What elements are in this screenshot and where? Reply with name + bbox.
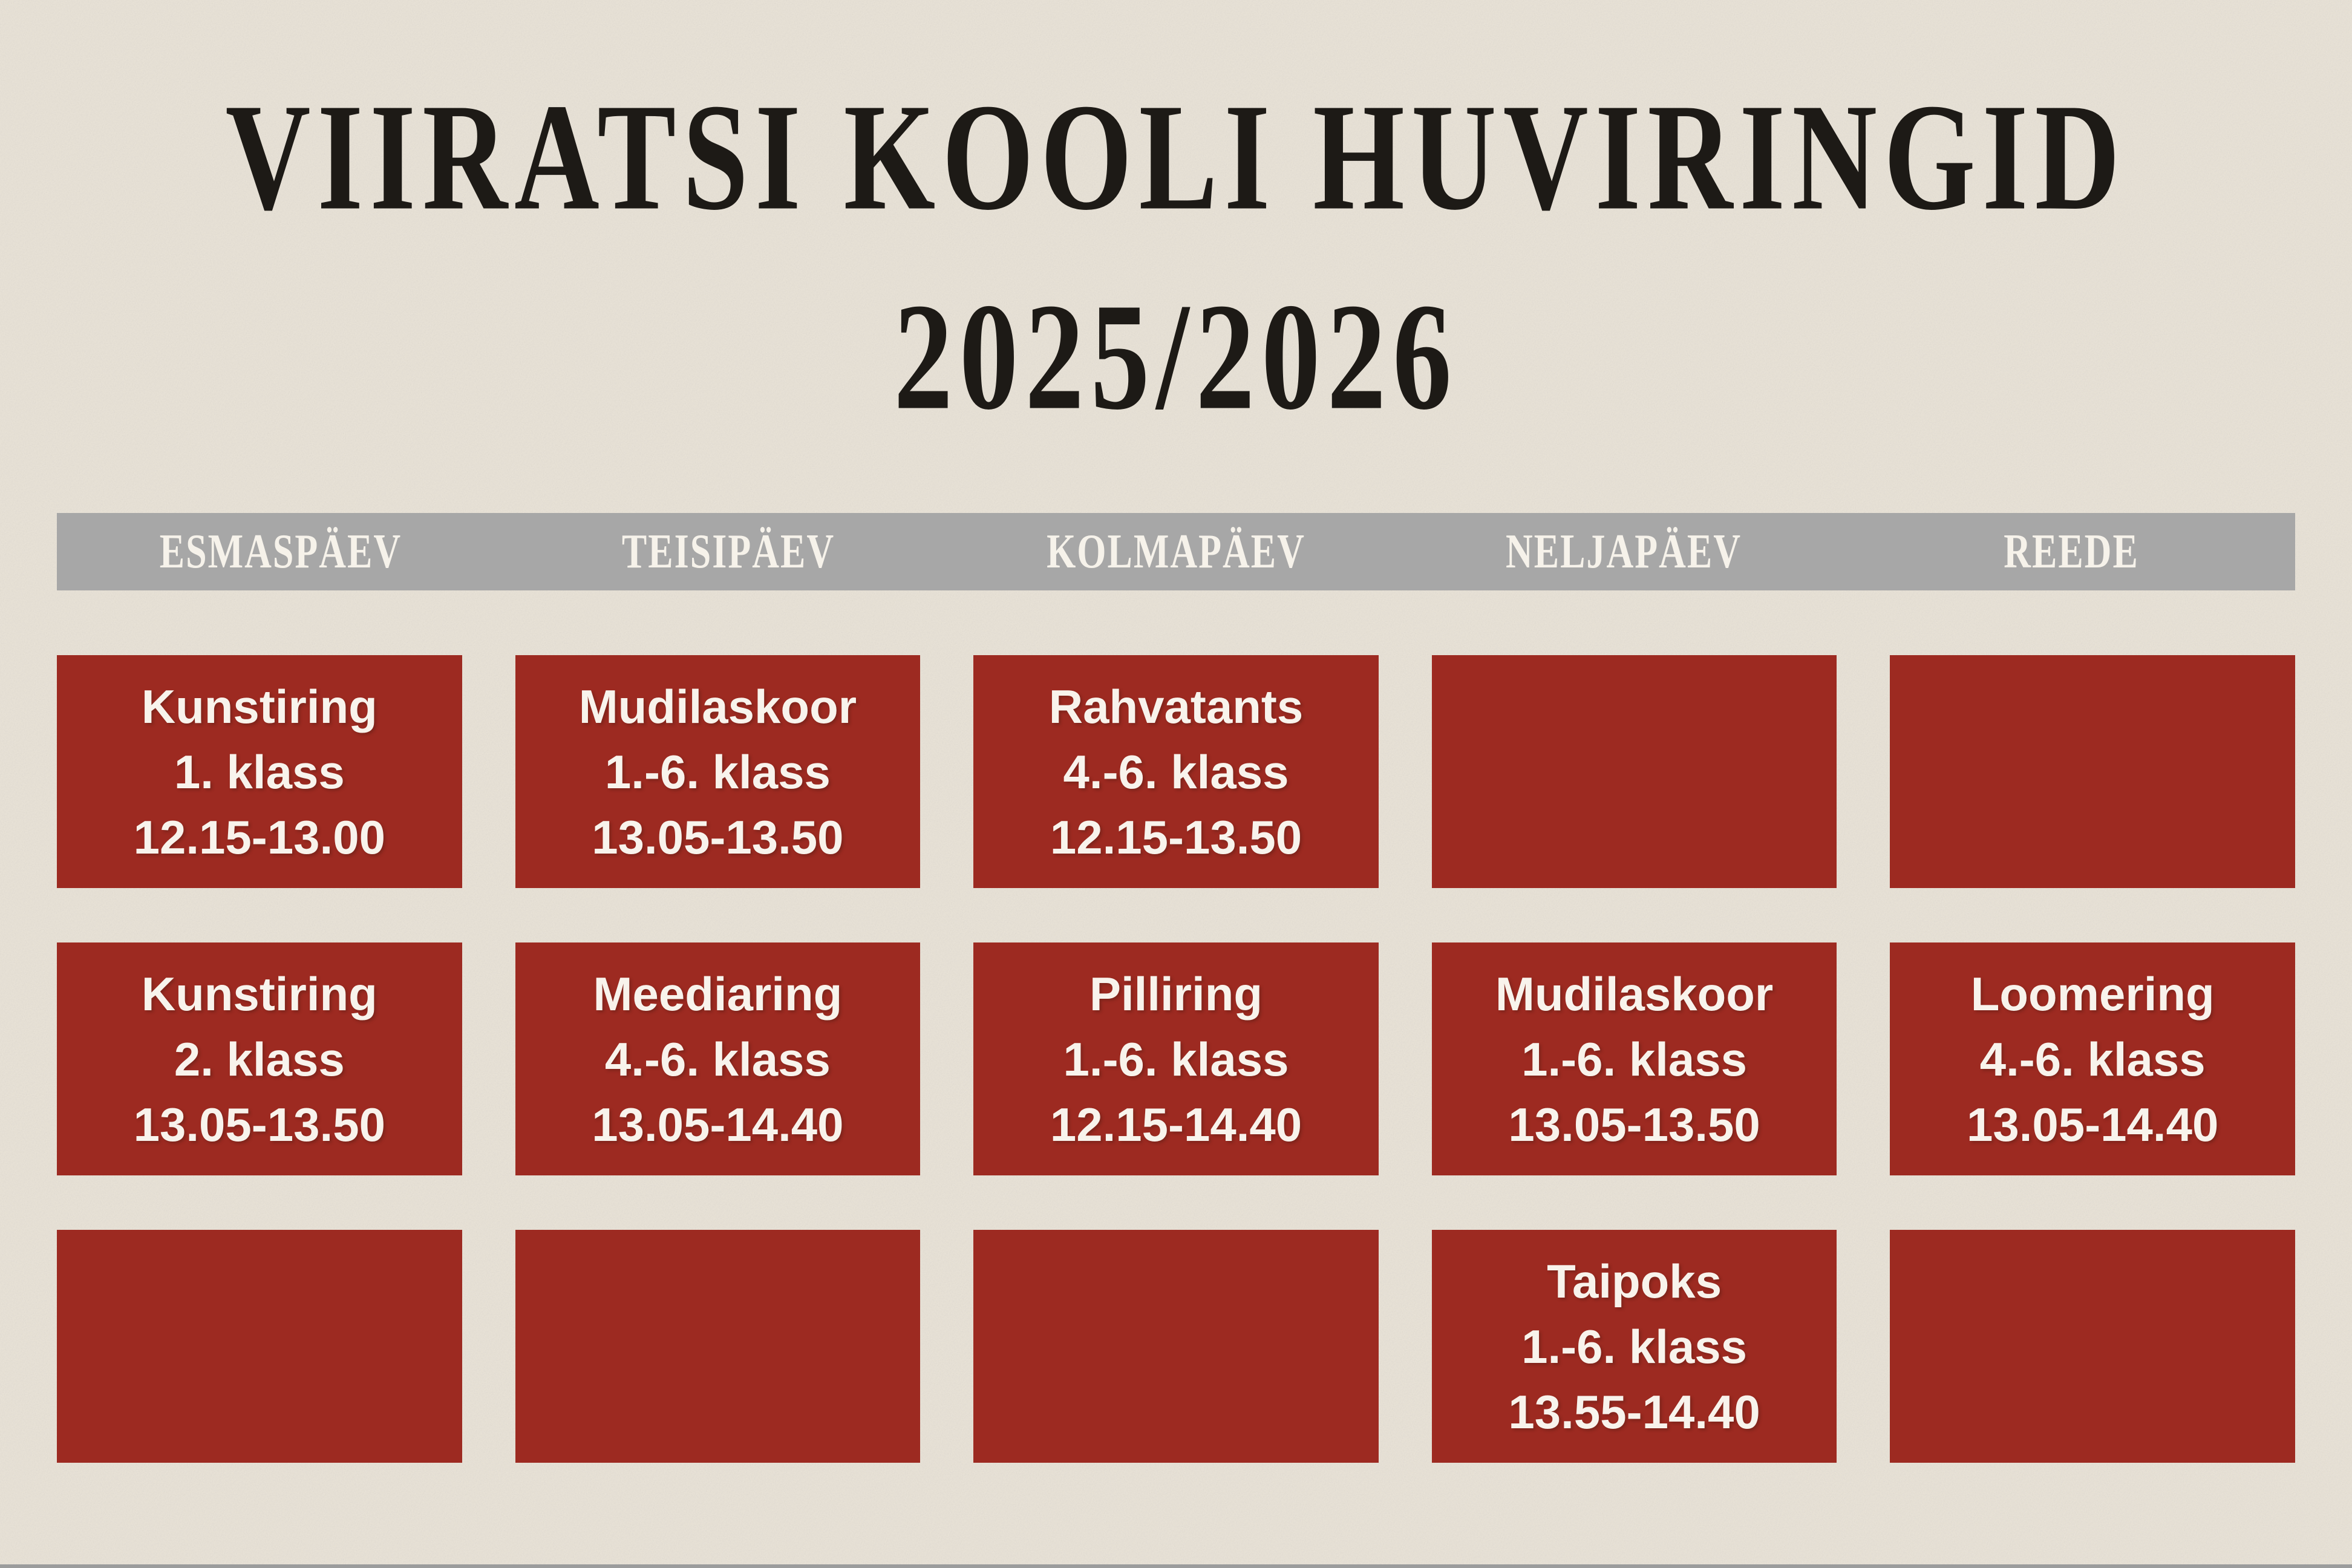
card-time-range: 12.15-13.50 [1050, 810, 1302, 864]
card-class-range: 1.-6. klass [604, 745, 831, 799]
card-activity-name: Rahvatants [1048, 679, 1304, 733]
schedule-card-r3c3 [973, 1230, 1379, 1463]
card-time-range: 13.55-14.40 [1508, 1385, 1760, 1439]
day-header-neljapaev: NELJAPÄEV [1400, 513, 1847, 590]
card-activity-name: Kunstiring [141, 679, 377, 733]
card-time-range: 13.05-13.50 [1508, 1097, 1760, 1151]
day-header-bar: ESMASPÄEV TEISIPÄEV KOLMAPÄEV NELJAPÄEV … [57, 513, 2295, 590]
card-activity-name: Mudilaskoor [578, 679, 857, 733]
poster-title-line1: VIIRATSI KOOLI HUVIRINGID [0, 73, 2352, 243]
card-time-range: 13.05-13.50 [592, 810, 844, 864]
card-time-range: 13.05-14.40 [592, 1097, 844, 1151]
day-header-esmaspaev: ESMASPÄEV [57, 513, 505, 590]
schedule-card-r1c3: Rahvatants 4.-6. klass 12.15-13.50 [973, 655, 1379, 888]
schedule-card-r2c4: Mudilaskoor 1.-6. klass 13.05-13.50 [1431, 942, 1837, 1175]
schedule-card-r2c3: Pilliring 1.-6. klass 12.15-14.40 [973, 942, 1379, 1175]
schedule-card-r3c4: Taipoks 1.-6. klass 13.55-14.40 [1431, 1230, 1837, 1463]
card-time-range: 12.15-14.40 [1050, 1097, 1302, 1151]
schedule-card-r3c1 [57, 1230, 462, 1463]
card-activity-name: Meediaring [593, 967, 843, 1021]
card-class-range: 1.-6. klass [1521, 1032, 1748, 1086]
day-header-reede: REEDE [1847, 513, 2295, 590]
card-time-range: 13.05-13.50 [133, 1097, 385, 1151]
schedule-card-r3c2 [515, 1230, 921, 1463]
schedule-card-r2c2: Meediaring 4.-6. klass 13.05-14.40 [515, 942, 921, 1175]
schedule-card-r1c2: Mudilaskoor 1.-6. klass 13.05-13.50 [515, 655, 921, 888]
card-class-range: 4.-6. klass [1979, 1032, 2206, 1086]
card-class-range: 1.-6. klass [1063, 1032, 1289, 1086]
schedule-card-r1c1: Kunstiring 1. klass 12.15-13.00 [57, 655, 462, 888]
poster-title-line1-text: VIIRATSI KOOLI HUVIRINGID [225, 72, 2127, 243]
card-class-range: 1. klass [174, 745, 345, 799]
card-activity-name: Loomering [1970, 967, 2215, 1021]
day-header-label: ESMASPÄEV [159, 524, 402, 578]
schedule-card-r3c5 [1890, 1230, 2295, 1463]
schedule-card-r1c4 [1431, 655, 1837, 888]
card-class-range: 4.-6. klass [1063, 745, 1289, 799]
schedule-grid: Kunstiring 1. klass 12.15-13.00 Mudilask… [57, 655, 2295, 1463]
day-header-teisipaev: TEISIPÄEV [505, 513, 952, 590]
card-class-range: 1.-6. klass [1521, 1319, 1748, 1373]
card-activity-name: Taipoks [1547, 1254, 1722, 1308]
card-time-range: 12.15-13.00 [133, 810, 385, 864]
day-header-label: KOLMAPÄEV [1047, 524, 1305, 578]
bottom-edge-line [0, 1564, 2352, 1568]
day-header-label: NELJAPÄEV [1505, 524, 1742, 578]
card-time-range: 13.05-14.40 [1967, 1097, 2219, 1151]
schedule-card-r2c1: Kunstiring 2. klass 13.05-13.50 [57, 942, 462, 1175]
card-class-range: 4.-6. klass [604, 1032, 831, 1086]
schedule-card-r1c5 [1890, 655, 2295, 888]
day-header-label: REEDE [2004, 524, 2139, 578]
day-header-kolmapaev: KOLMAPÄEV [952, 513, 1400, 590]
card-activity-name: Mudilaskoor [1495, 967, 1774, 1021]
poster-title-line2: 2025/2026 [0, 272, 2352, 442]
schedule-card-r2c5: Loomering 4.-6. klass 13.05-14.40 [1890, 942, 2295, 1175]
day-header-label: TEISIPÄEV [621, 524, 835, 578]
card-class-range: 2. klass [174, 1032, 345, 1086]
poster-title-line2-text: 2025/2026 [893, 272, 1459, 442]
card-activity-name: Kunstiring [141, 967, 377, 1021]
card-activity-name: Pilliring [1089, 967, 1263, 1021]
